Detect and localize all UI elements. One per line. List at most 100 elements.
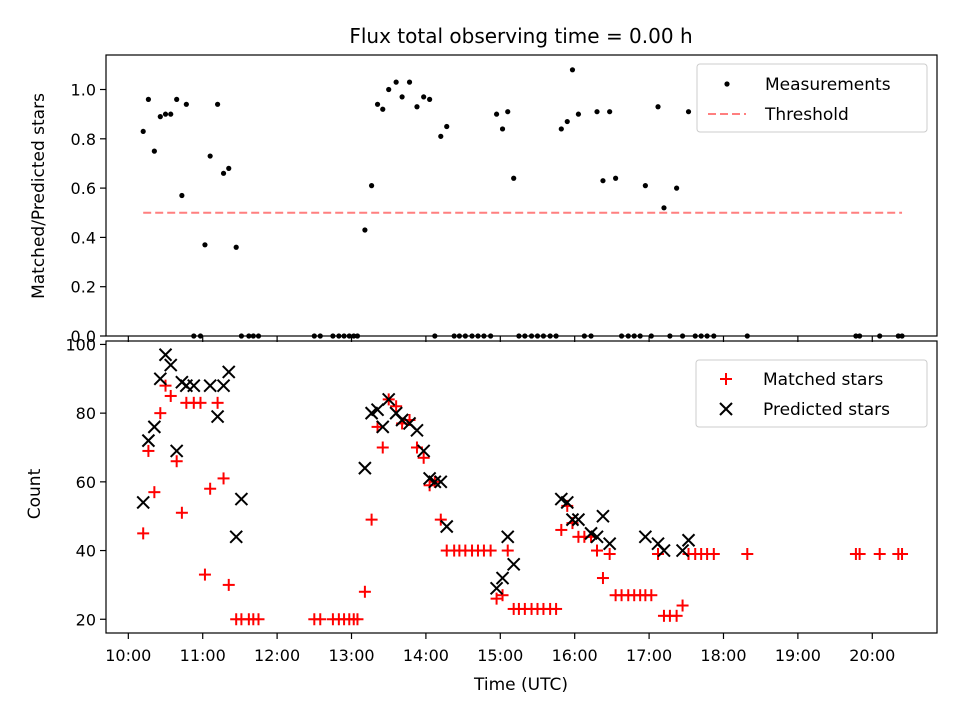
count-y-tick-label: 100	[65, 335, 96, 354]
matched-star-point	[365, 513, 378, 526]
measurement-point	[233, 244, 239, 250]
measurement-point	[564, 118, 570, 125]
time-x-tick-label: 18:00	[700, 646, 746, 665]
time-x-tick-label: 12:00	[254, 646, 300, 665]
measurement-point	[427, 96, 433, 102]
predicted-star-point	[590, 530, 604, 544]
predicted-star-point	[602, 536, 617, 551]
predicted-star-point	[358, 461, 372, 475]
count-legend: Matched stars Predicted stars	[695, 359, 928, 428]
predicted-star-point	[489, 581, 504, 596]
matched-star-point	[376, 441, 389, 454]
matched-star-point	[676, 599, 689, 612]
matched-star-point	[873, 547, 886, 560]
predicted-star-point	[147, 420, 162, 434]
measurement-point	[558, 126, 564, 132]
count-y-ticks: 20 40 60 80 100	[65, 335, 106, 629]
measurement-point	[220, 170, 227, 176]
matched-star-point	[314, 613, 327, 626]
predicted-star-point	[203, 378, 217, 393]
ratio-y-tick-label: 0.4	[71, 228, 96, 247]
predicted-star-point	[428, 475, 442, 489]
time-x-tick-label: 11:00	[180, 646, 226, 665]
count-panel: 20 40 60 80 100 10:00 11:00 12:00 13:00 14:00 15:…	[25, 335, 938, 695]
predicted-star-point	[141, 433, 156, 448]
matched-star-point	[194, 396, 207, 409]
measurement-point	[661, 205, 667, 211]
ratio-legend: Measurements Threshold	[696, 63, 928, 133]
measurement-point	[685, 109, 692, 115]
matched-star-point	[204, 482, 217, 495]
matched-star-point	[164, 389, 177, 402]
measurement-point	[613, 175, 619, 181]
predicted-star-point	[395, 413, 409, 427]
matched-star-point	[645, 589, 658, 602]
matched-star-point	[417, 451, 430, 464]
predicted-star-point	[501, 530, 515, 544]
legend-measurements-marker	[724, 81, 730, 87]
matched-star-point	[142, 444, 155, 457]
measurement-point	[207, 153, 213, 159]
time-x-axis-label: Time (UTC)	[473, 675, 568, 695]
ratio-plot-frame	[105, 54, 938, 337]
matched-star-point	[853, 547, 866, 560]
measurement-points	[140, 67, 905, 339]
predicted-star-point	[136, 495, 150, 510]
ratio-y-tick-label: 0.6	[71, 179, 96, 198]
legend-threshold-label: Threshold	[764, 105, 849, 125]
measurement-point	[179, 192, 185, 199]
matched-star-point	[741, 547, 754, 560]
measurement-point	[438, 133, 444, 139]
measurement-point	[642, 183, 648, 189]
matched-star-point	[603, 547, 616, 560]
matched-star-point	[496, 589, 509, 602]
measurement-point	[505, 109, 511, 115]
measurement-point	[421, 94, 427, 100]
legend-predicted-label: Predicted stars	[763, 400, 890, 420]
ratio-panel: 0.0 0.2 0.4 0.6 0.8 1.0 Matched/Predicted sta…	[29, 54, 938, 346]
predicted-star-point	[495, 571, 510, 585]
predicted-star-point	[416, 444, 431, 458]
predicted-star-point	[506, 557, 521, 572]
measurement-point	[493, 111, 500, 117]
predicted-star-point	[234, 492, 249, 506]
measurement-point	[406, 79, 413, 85]
count-y-tick-label: 40	[76, 542, 96, 561]
measurement-point	[575, 111, 582, 117]
matched-star-point	[484, 544, 497, 557]
predicted-star-point	[158, 348, 173, 362]
measurement-point	[386, 86, 392, 93]
predicted-star-point	[434, 475, 448, 489]
matched-star-point	[252, 613, 265, 626]
predicted-star-point	[638, 530, 653, 544]
ratio-y-tick-label: 0.8	[71, 130, 96, 149]
matched-star-point	[159, 379, 172, 392]
matched-star-point	[501, 544, 514, 557]
measurement-point	[674, 185, 680, 191]
time-x-tick-label: 17:00	[626, 646, 672, 665]
ratio-y-tick-label: 0.2	[71, 278, 96, 297]
time-x-tick-label: 13:00	[328, 646, 374, 665]
ratio-y-ticks: 0.0 0.2 0.4 0.6 0.8 1.0	[71, 81, 106, 346]
measurement-point	[374, 101, 381, 107]
measurement-point	[393, 79, 399, 85]
legend-measurements-label: Measurements	[765, 75, 891, 95]
matched-star-point	[550, 602, 563, 615]
predicted-star-point	[440, 519, 454, 534]
matched-star-point	[707, 547, 720, 560]
count-legend-box	[695, 359, 928, 428]
predicted-star-point	[210, 409, 225, 424]
matched-star-point	[170, 455, 183, 468]
matched-star-point	[555, 523, 568, 536]
measurement-point	[151, 148, 157, 154]
matched-star-point	[670, 609, 683, 622]
matched-star-point	[358, 585, 371, 598]
predicted-star-point	[187, 378, 201, 393]
matched-star-point	[175, 506, 188, 519]
legend-predicted-marker	[719, 402, 733, 416]
count-plot-frame	[105, 340, 938, 634]
predicted-star-point	[657, 543, 671, 558]
legend-matched-label: Matched stars	[763, 370, 883, 390]
measurement-point	[444, 123, 450, 130]
count-y-tick-label: 20	[76, 610, 96, 629]
